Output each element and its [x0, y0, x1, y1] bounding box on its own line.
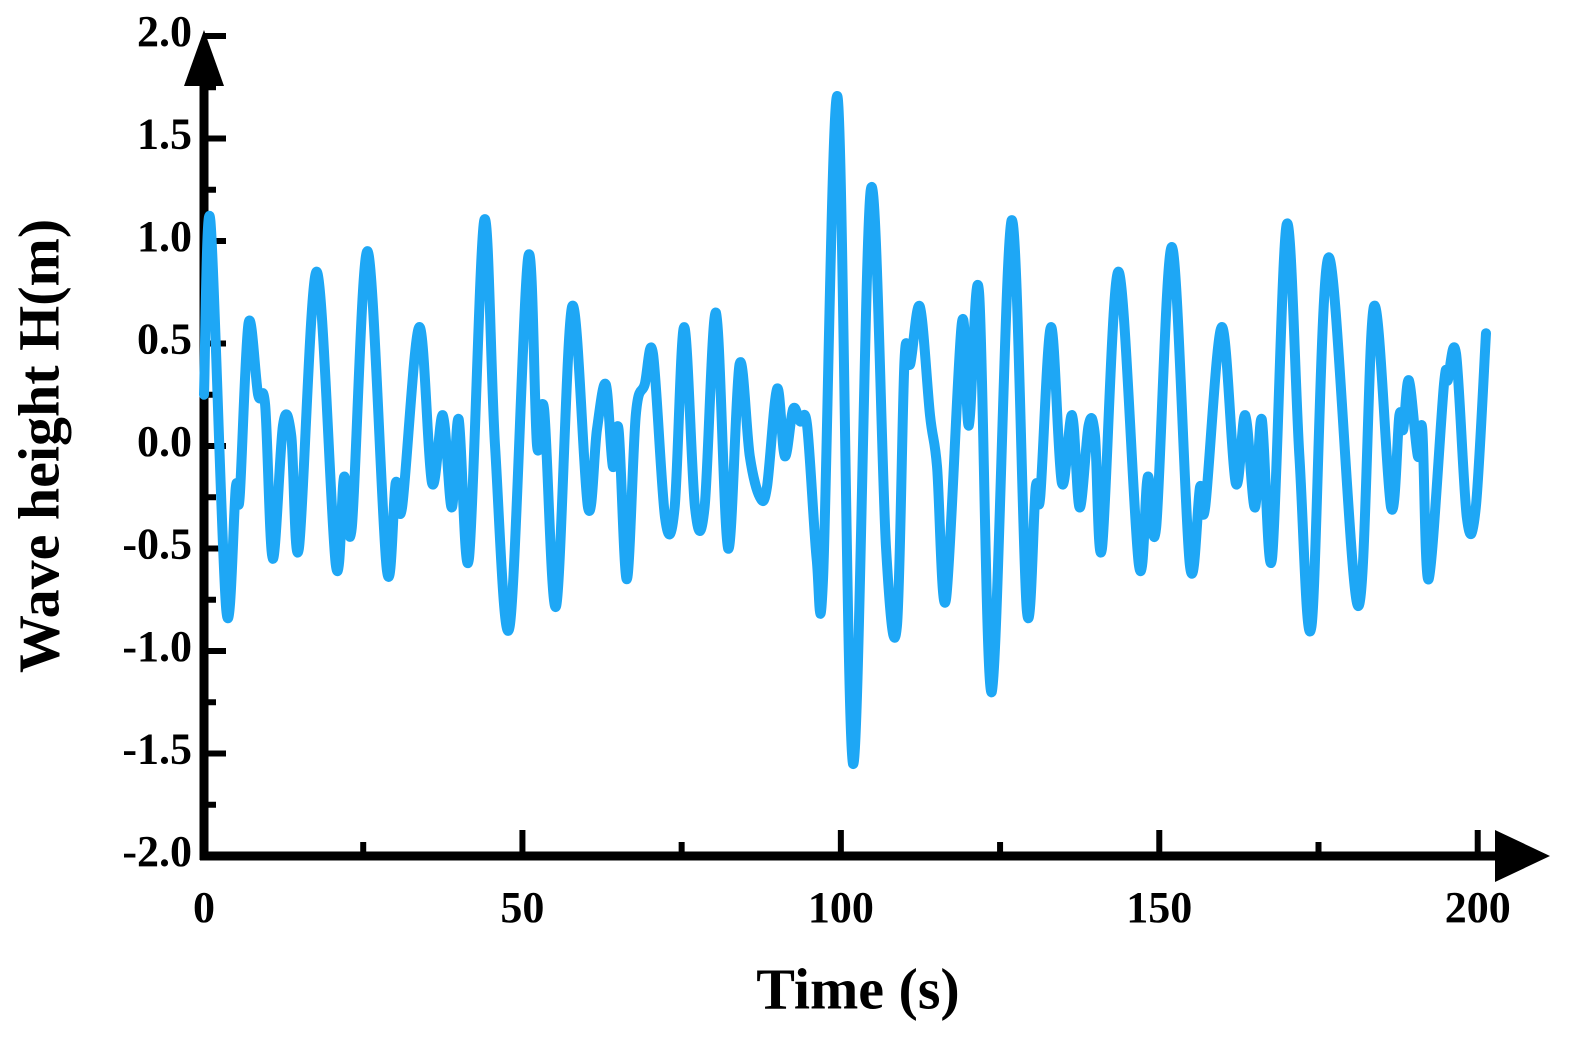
- x-axis-title: Time (s): [756, 956, 960, 1021]
- y-tick-label: 0.0: [137, 417, 192, 466]
- y-tick-label: 1.0: [137, 212, 192, 261]
- x-axis-arrow: [1495, 830, 1550, 882]
- y-axis-title: Wave height H(m): [6, 219, 71, 673]
- x-tick-label: 200: [1445, 883, 1511, 932]
- y-tick-label: -1.5: [122, 725, 192, 774]
- x-tick-label: 0: [193, 883, 215, 932]
- y-tick-label: 0.5: [137, 315, 192, 364]
- y-tick-label: 1.5: [137, 110, 192, 159]
- x-tick-label: 150: [1126, 883, 1192, 932]
- y-tick-label: -2.0: [122, 827, 192, 876]
- y-tick-label: -0.5: [122, 520, 192, 569]
- data-line: [199, 91, 1491, 769]
- x-tick-label: 50: [500, 883, 544, 932]
- y-tick-label: -1.0: [122, 622, 192, 671]
- y-tick-label: 2.0: [137, 7, 192, 56]
- x-tick-label: 100: [808, 883, 874, 932]
- y-axis-arrow: [184, 30, 224, 86]
